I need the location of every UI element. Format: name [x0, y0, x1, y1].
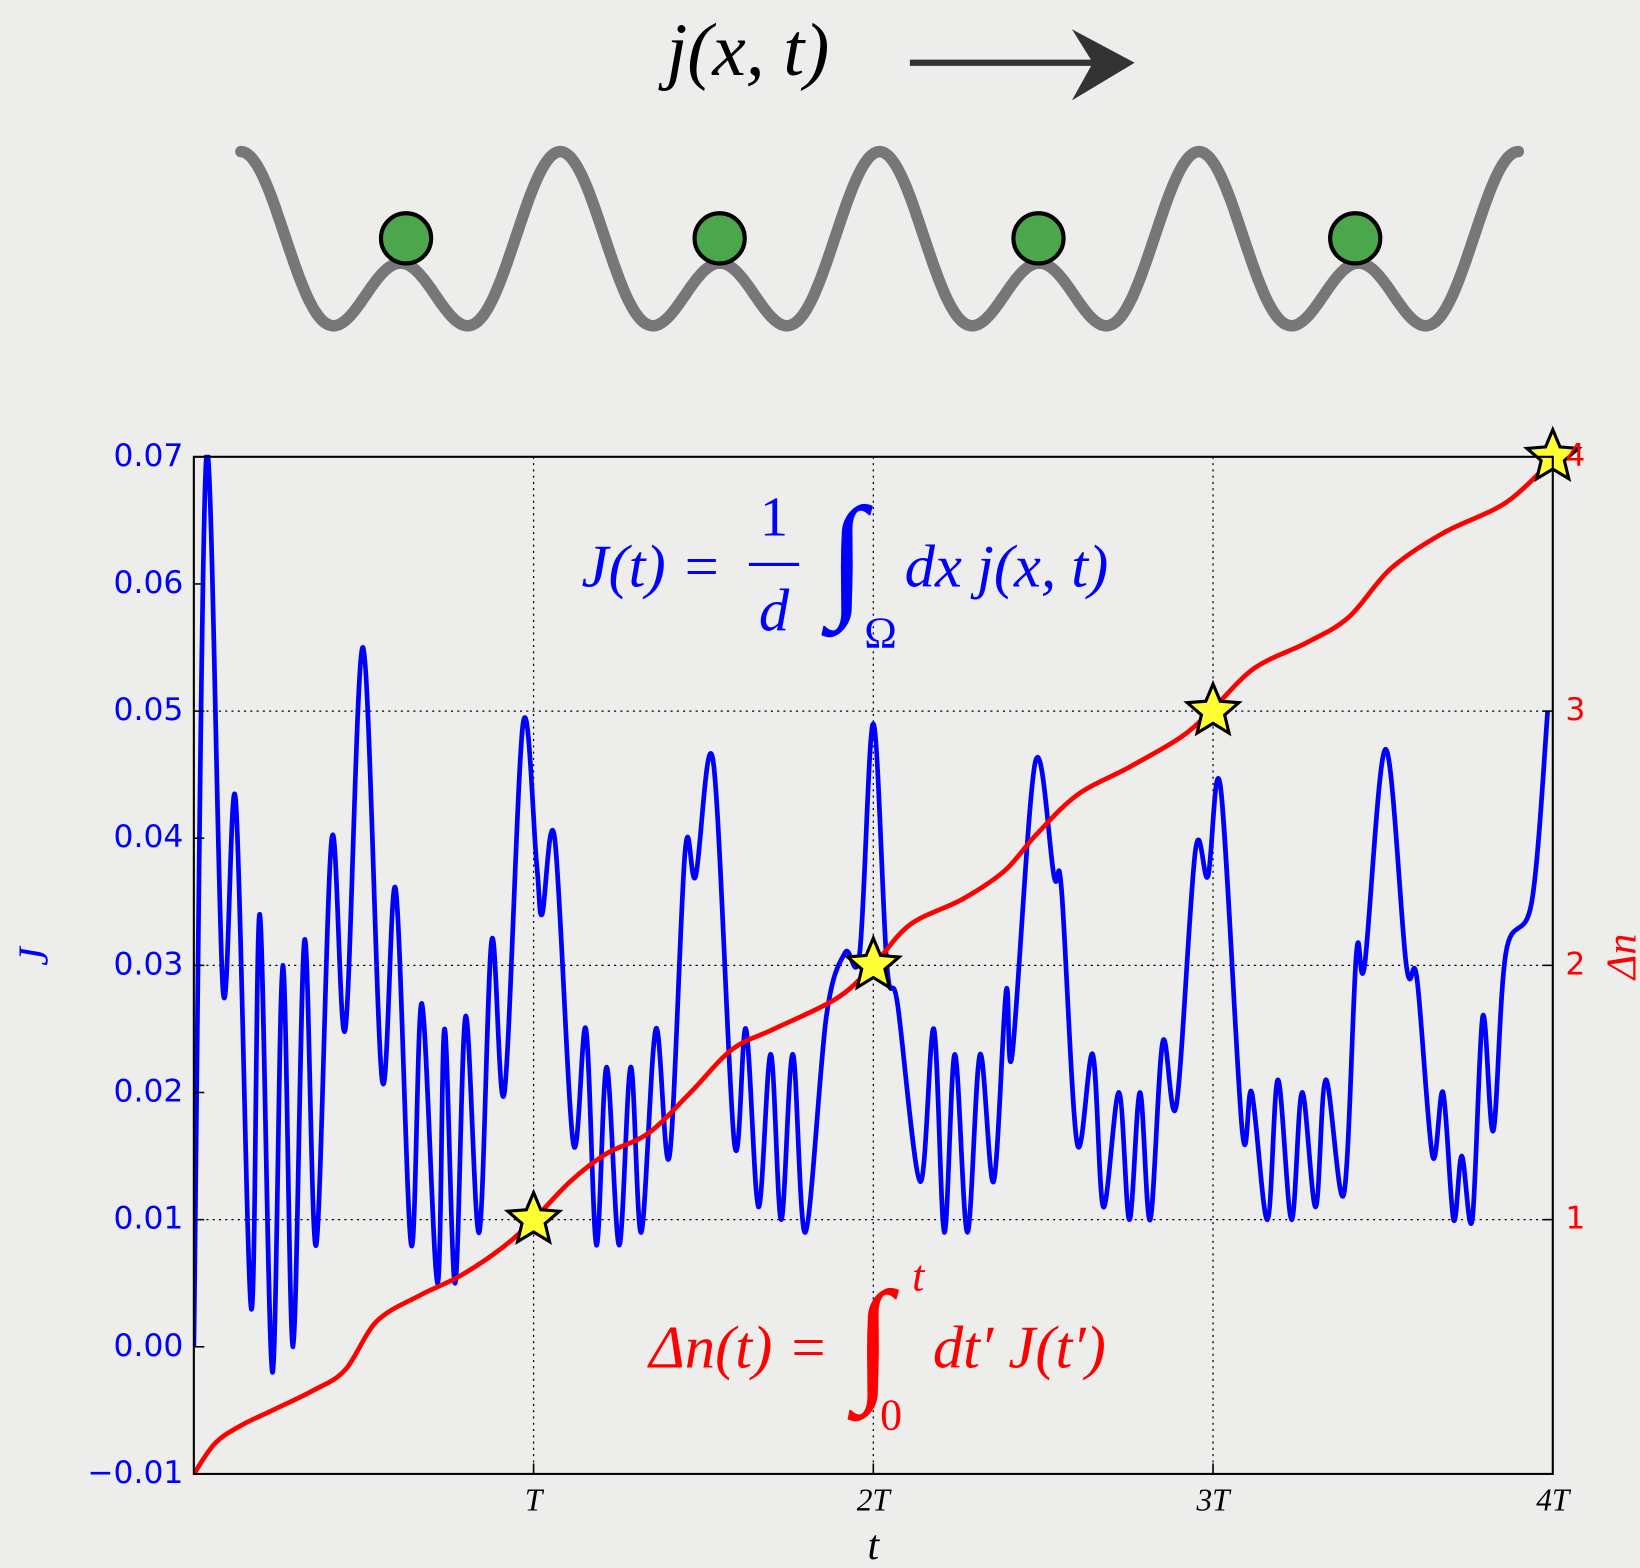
- formula-denominator: d: [759, 578, 790, 645]
- x-tick-label: 4T: [1536, 1482, 1572, 1517]
- y-tick-label: 0.00: [114, 1328, 184, 1364]
- y-tick-label: 0.01: [114, 1201, 184, 1237]
- x-tick-label: T: [525, 1482, 545, 1517]
- lattice-potential: [235, 145, 1525, 332]
- y-tick-label: 0.04: [114, 819, 184, 855]
- y2-tick-label: 4: [1565, 438, 1585, 474]
- formula-subscript: 0: [880, 1392, 902, 1440]
- plot: −0.01 0.00 0.01 0.02 0.03 0.04 0.05 0.06 0.07 1 2 3…: [12, 425, 1640, 1568]
- star-marker: [1183, 679, 1243, 737]
- diagram-title: j(x, t): [657, 9, 829, 92]
- formula-superscript: t: [912, 1253, 926, 1301]
- data-line: [193, 457, 1553, 1476]
- atom: [1328, 211, 1383, 266]
- arrow-head: [1071, 29, 1135, 101]
- star-marker: [503, 1188, 564, 1245]
- formula-lhs: Δn(t) =: [646, 1315, 828, 1382]
- x-tick-label: 3T: [1195, 1482, 1232, 1517]
- star-marker: [843, 934, 904, 991]
- data-line: [193, 454, 1551, 1375]
- y-axis-label: J: [12, 945, 58, 966]
- formula-rhs: dx j(x, t): [905, 534, 1109, 601]
- atoms: [378, 211, 1383, 266]
- formula-lhs: J(t) =: [582, 534, 722, 601]
- y2-tick-label: 2: [1565, 946, 1585, 982]
- x-axis-label: t: [867, 1523, 880, 1568]
- y2-axis-label: Δn: [1600, 934, 1640, 981]
- y-tick-label: 0.07: [114, 438, 184, 474]
- formula-numerator: 1: [760, 487, 788, 549]
- y-tick-label: 0.02: [114, 1074, 184, 1110]
- y2-tick-label: 1: [1565, 1201, 1585, 1237]
- arrow: [909, 29, 1135, 101]
- y2-tick-label: 3: [1565, 692, 1585, 728]
- formula-integral: ∫: [821, 481, 874, 638]
- y-tick-label: 0.06: [114, 565, 184, 601]
- y-tick-label: −0.01: [87, 1455, 183, 1491]
- formula-integral: ∫: [847, 1265, 900, 1422]
- atom: [1011, 211, 1066, 266]
- formula-subscript: Ω: [864, 610, 897, 658]
- atom: [692, 211, 747, 266]
- y-tick-label: 0.03: [114, 946, 184, 982]
- y-tick-label: 0.05: [114, 692, 184, 728]
- formula-rhs: dt′ J(t′): [933, 1315, 1106, 1382]
- x-tick-label: 2T: [857, 1482, 893, 1517]
- atom: [378, 211, 434, 266]
